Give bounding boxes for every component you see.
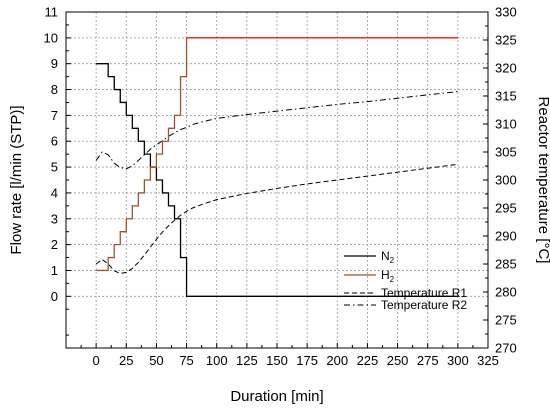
x-axis-title: Duration [min] [230,388,323,405]
left-y-tick-label: 11 [45,5,59,20]
right-y-tick-label: 270 [495,341,517,356]
x-tick-label: 75 [179,353,193,368]
x-tick-label: 225 [357,353,379,368]
left-y-tick-label: 7 [51,108,58,123]
grid [66,12,488,348]
x-tick-label: 0 [93,353,100,368]
x-tick-label: 175 [296,353,318,368]
series-line-1 [96,37,458,272]
x-tick-label: 50 [149,353,163,368]
right-y-tick-label: 295 [495,201,517,216]
legend-label-1: H2 [381,268,395,284]
series-line-0 [96,63,458,297]
series-line-3 [95,163,458,275]
legend-label-3: Temperature R2 [381,298,467,312]
x-tick-label: 325 [477,353,499,368]
series-group [95,37,458,297]
right-y-tick-label: 285 [495,257,517,272]
right-y-tick-label: 275 [495,313,517,328]
right-y-tick-label: 315 [495,89,517,104]
left-y-tick-label: 1 [51,263,58,278]
x-tick-label: 100 [206,353,228,368]
left-y-tick-label: 0 [51,289,58,304]
left-y-axis-title: Flow rate [l/min (STP)] [8,105,25,254]
right-y-tick-label: 305 [495,145,517,160]
left-y-tick-label: 5 [51,160,58,175]
right-y-tick-label: 310 [495,117,517,132]
series-line-4 [95,91,458,170]
left-y-tick-label: 2 [51,237,58,252]
right-y-tick-label: 290 [495,229,517,244]
right-y-tick-label: 280 [495,285,517,300]
x-tick-label: 300 [447,353,469,368]
x-tick-label: 25 [119,353,133,368]
left-y-tick-label: 8 [51,82,58,97]
right-y-tick-label: 330 [495,5,517,20]
x-tick-label: 150 [266,353,288,368]
right-y-tick-label: 300 [495,173,517,188]
right-y-tick-label: 325 [495,33,517,48]
legend-label-0: N2 [381,249,395,265]
right-y-tick-label: 320 [495,61,517,76]
left-y-tick-label: 6 [51,134,58,149]
left-y-tick-label: 10 [44,30,58,45]
ticks-group: 0 25 50 75 100 125 150 175 200 225 250 275 300 325012… [44,5,517,369]
x-tick-label: 275 [417,353,439,368]
x-tick-label: 200 [326,353,348,368]
left-y-tick-label: 9 [51,56,58,71]
x-tick-label: 125 [236,353,258,368]
x-tick-label: 250 [387,353,409,368]
right-y-axis-title: Reactor temperature [°C] [535,97,550,264]
left-y-tick-label: 3 [51,211,58,226]
legend-label-2: Temperature R1 [381,286,467,300]
left-y-tick-label: 4 [51,185,58,200]
